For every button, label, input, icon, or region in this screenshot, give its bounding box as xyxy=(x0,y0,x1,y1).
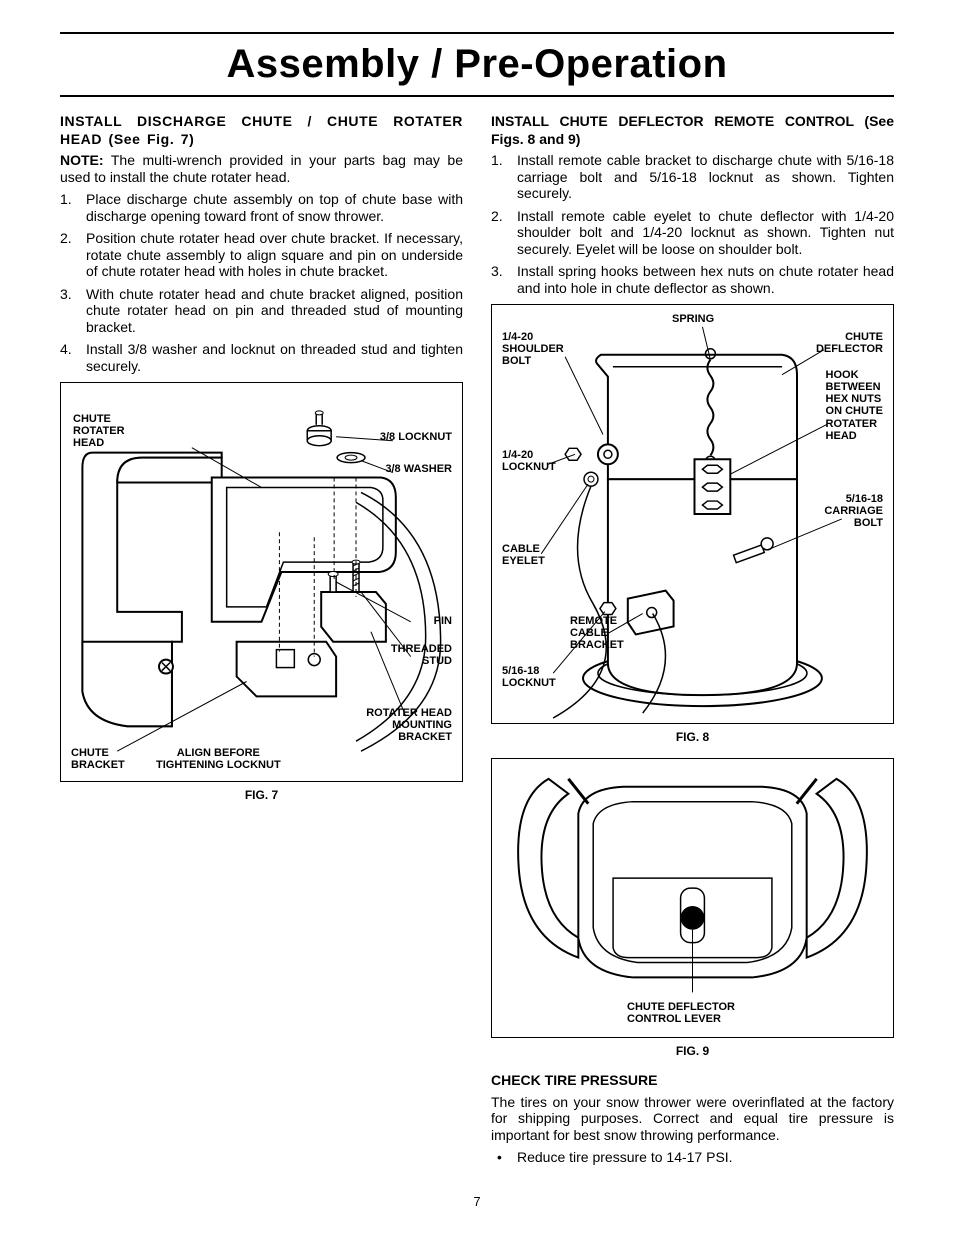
fig7-label: CHUTE BRACKET xyxy=(71,747,125,771)
rule-top xyxy=(60,32,894,34)
tire-bullet: Reduce tire pressure to 14-17 PSI. xyxy=(491,1149,894,1166)
fig7-label: ROTATER HEAD MOUNTING BRACKET xyxy=(366,707,452,743)
fig7-caption: FIG. 7 xyxy=(60,788,463,802)
fig8-label: HOOK BETWEEN HEX NUTS ON CHUTE ROTATER H… xyxy=(826,369,883,442)
note-label: NOTE: xyxy=(60,152,104,168)
fig8-label: 5/16-18 LOCKNUT xyxy=(502,665,556,689)
note-text: The multi-wrench provided in your parts … xyxy=(60,152,463,185)
left-step: Place discharge chute assembly on top of… xyxy=(60,191,463,224)
fig7-label: THREADED STUD xyxy=(391,643,452,667)
left-steps: Place discharge chute assembly on top of… xyxy=(60,191,463,374)
right-heading: INSTALL CHUTE DEFLECTOR REMOTE CONTROL (… xyxy=(491,113,894,148)
page-title: Assembly / Pre-Operation xyxy=(60,40,894,91)
fig9-svg xyxy=(492,759,893,1037)
page-number: 7 xyxy=(60,1194,894,1209)
fig9-caption: FIG. 9 xyxy=(491,1044,894,1058)
figure-8: 1/4-20 SHOULDER BOLT SPRING CHUTE DEFLEC… xyxy=(491,304,894,724)
fig7-label: ALIGN BEFORE TIGHTENING LOCKNUT xyxy=(156,747,281,771)
fig8-caption: FIG. 8 xyxy=(491,730,894,744)
fig7-label: CHUTE ROTATER HEAD xyxy=(73,413,125,449)
left-note: NOTE: The multi-wrench provided in your … xyxy=(60,152,463,185)
fig7-label: 3/8 LOCKNUT xyxy=(380,431,452,443)
right-step: Install spring hooks between hex nuts on… xyxy=(491,263,894,296)
left-step: Position chute rotater head over chute b… xyxy=(60,230,463,280)
fig8-label: SPRING xyxy=(672,313,714,325)
tire-bullets: Reduce tire pressure to 14-17 PSI. xyxy=(491,1149,894,1166)
right-column: INSTALL CHUTE DEFLECTOR REMOTE CONTROL (… xyxy=(491,113,894,1166)
fig8-label: 1/4-20 LOCKNUT xyxy=(502,449,556,473)
figure-9: CHUTE DEFLECTOR CONTROL LEVER xyxy=(491,758,894,1038)
fig8-label: CABLE EYELET xyxy=(502,543,545,567)
tire-heading: CHECK TIRE PRESSURE xyxy=(491,1072,894,1090)
fig8-label: 5/16-18 CARRIAGE BOLT xyxy=(824,493,883,529)
figure-7: CHUTE ROTATER HEAD 3/8 LOCKNUT 3/8 WASHE… xyxy=(60,382,463,782)
left-step: Install 3/8 washer and locknut on thread… xyxy=(60,341,463,374)
left-column: INSTALL DISCHARGE CHUTE / CHUTE ROTATER … xyxy=(60,113,463,1166)
fig8-label: REMOTE CABLE BRACKET xyxy=(570,615,624,651)
fig7-label: 3/8 WASHER xyxy=(385,463,452,475)
fig7-label: PIN xyxy=(434,615,452,627)
rule-bottom xyxy=(60,95,894,97)
left-step: With chute rotater head and chute bracke… xyxy=(60,286,463,336)
fig9-label: CHUTE DEFLECTOR CONTROL LEVER xyxy=(627,1001,735,1025)
fig8-label: 1/4-20 SHOULDER BOLT xyxy=(502,331,564,367)
tire-body: The tires on your snow thrower were over… xyxy=(491,1094,894,1144)
fig8-label: CHUTE DEFLECTOR xyxy=(816,331,883,355)
right-steps: Install remote cable bracket to discharg… xyxy=(491,152,894,296)
left-heading: INSTALL DISCHARGE CHUTE / CHUTE ROTATER … xyxy=(60,113,463,148)
two-column-layout: INSTALL DISCHARGE CHUTE / CHUTE ROTATER … xyxy=(60,113,894,1166)
right-step: Install remote cable eyelet to chute def… xyxy=(491,208,894,258)
right-step: Install remote cable bracket to discharg… xyxy=(491,152,894,202)
